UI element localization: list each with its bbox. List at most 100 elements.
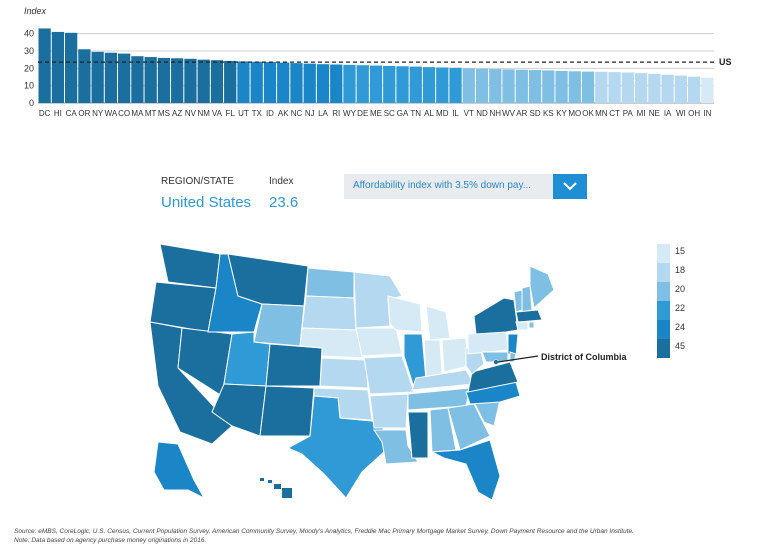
state-wy[interactable] [253,303,305,347]
x-tick-label: MN [595,109,608,118]
state-fl[interactable] [430,439,501,501]
state-sd[interactable] [301,295,357,331]
legend-label: 20 [675,284,686,294]
dropdown-toggle-button[interactable] [553,174,587,199]
state-co[interactable] [265,343,323,387]
bar-ok [581,71,595,103]
bar-vt [462,68,475,103]
legend-swatch [657,320,670,339]
legend-swatch [657,339,670,358]
y-tick-label: 10 [24,81,34,91]
state-ct[interactable] [515,321,529,331]
bar-ms [157,57,171,103]
x-tick-label: UT [238,109,249,118]
bar-dc [38,28,51,103]
x-tick-label: NE [649,109,660,118]
x-tick-label: AL [424,109,434,118]
x-tick-label: MI [637,109,646,118]
bar-in [701,77,714,103]
bar-mt [144,57,157,103]
state-ia[interactable] [355,327,403,357]
bar-wi [674,75,687,103]
state-ar[interactable] [369,393,409,429]
bar-ri [330,64,343,103]
state-ms[interactable] [407,411,429,459]
state-ga[interactable] [447,403,491,451]
bar-ny [91,51,104,103]
state-hi[interactable] [260,478,292,498]
bar-il [449,67,462,103]
bar-wy [343,64,356,103]
state-az[interactable] [211,383,267,437]
state-wa[interactable] [159,243,221,289]
bar-wv [502,69,515,103]
state-tx[interactable] [286,395,387,499]
state-ny[interactable] [473,297,519,335]
x-tick-label: CO [118,109,130,118]
state-va[interactable] [467,361,519,393]
bar-nh [489,69,502,103]
bar-nj [303,63,316,103]
us-choropleth-map[interactable] [150,236,620,506]
state-nh[interactable] [521,285,533,313]
state-oh[interactable] [441,337,469,373]
x-tick-label: PA [623,109,634,118]
x-tick-label: NJ [305,109,315,118]
x-tick-label: SC [384,109,395,118]
bar-mn [595,71,608,103]
state-ks[interactable] [319,357,369,389]
bar-mi [634,73,648,103]
x-tick-label: IA [664,109,672,118]
state-ak[interactable] [153,441,206,500]
state-nm[interactable] [259,385,315,437]
bar-ks [542,70,555,103]
x-tick-label: RI [332,109,340,118]
state-nd[interactable] [305,267,355,299]
selected-region-index: 23.6 [269,194,299,211]
y-tick-label: 0 [29,98,34,108]
legend-label: 15 [675,246,686,256]
state-dc[interactable] [493,359,499,365]
x-tick-label: ID [266,109,274,118]
bar-nd [475,68,489,103]
state-vt[interactable] [513,289,523,313]
x-tick-label: NM [197,109,210,118]
bar-va [210,60,224,103]
state-ma[interactable] [515,309,543,323]
x-tick-label: OR [78,109,90,118]
x-tick-label: NC [291,109,303,118]
state-wi[interactable] [387,295,423,333]
bar-al [422,67,436,103]
x-tick-label: GA [397,109,409,118]
x-tick-label: MT [145,109,157,118]
x-tick-label: DE [357,109,368,118]
y-axis-label: Index [24,6,47,16]
bar-mo [568,71,581,103]
x-tick-label: KY [556,109,567,118]
state-me[interactable] [529,265,555,309]
bar-tn [409,66,422,103]
index-header: Index [269,176,294,187]
bar-fl [224,60,237,103]
x-tick-label: WA [105,109,118,118]
bar-ak [277,62,290,103]
x-tick-label: VT [464,109,474,118]
dc-callout-line [497,355,539,363]
state-in[interactable] [423,339,443,379]
state-mi[interactable] [425,305,451,341]
dc-callout-label: District of Columbia [541,352,627,362]
y-tick-label: 40 [24,29,34,39]
state-mo[interactable] [363,355,415,395]
bar-ct [608,72,621,103]
state-la[interactable] [373,429,419,465]
state-md[interactable] [481,351,509,363]
x-tick-label: OH [688,109,700,118]
metric-dropdown[interactable]: Affordability index with 3.5% down pay..… [344,174,587,199]
bar-ia [661,74,674,103]
legend-swatch [657,263,670,282]
legend-label: 22 [675,303,686,313]
x-tick-label: VA [212,109,223,118]
state-ri[interactable] [528,321,535,329]
bar-nm [197,59,210,103]
x-tick-label: WV [502,109,516,118]
